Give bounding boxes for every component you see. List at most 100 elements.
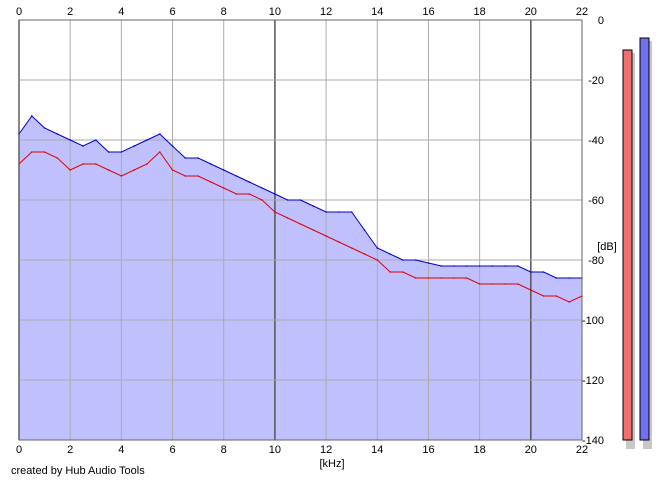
series-point (376, 259, 379, 261)
x-tick-label-bottom: 12 (320, 444, 332, 456)
series-point (517, 265, 519, 267)
spectrum-area (19, 116, 582, 440)
series-point (159, 151, 161, 153)
y-axis-right: 0 -20 -40 -60 -80 -100 -120 -140 (582, 15, 604, 447)
x-tick-label-top: 14 (371, 6, 383, 18)
y-tick-label: -80 (588, 255, 604, 267)
series-point (517, 283, 519, 285)
x-tick-label-top: 6 (169, 6, 175, 18)
x-axis-label: [kHz] (319, 458, 344, 470)
series-point (197, 175, 199, 177)
series-point (56, 133, 59, 135)
series-point (530, 289, 532, 291)
y-tick-label: -100 (582, 315, 604, 327)
x-tick-label-top: 0 (16, 6, 22, 18)
x-tick-label-bottom: 4 (118, 444, 124, 456)
series-point (235, 175, 238, 177)
series-point (414, 277, 417, 279)
series-point (95, 163, 97, 165)
series-point (338, 241, 340, 243)
x-tick-label-top: 12 (320, 6, 332, 18)
series-point (82, 163, 84, 165)
series-point (286, 199, 289, 201)
x-tick-label-bottom: 6 (169, 444, 175, 456)
series-point (222, 169, 225, 171)
series-point (184, 175, 187, 177)
x-tick-label-bottom: 14 (371, 444, 383, 456)
y-tick-label: -140 (582, 435, 604, 447)
series-point (389, 271, 391, 273)
x-axis-top: 0 2 4 6 8 10 12 14 16 18 20 22 (16, 6, 588, 18)
series-point (299, 223, 302, 225)
x-tick-label-bottom: 10 (269, 444, 281, 456)
series-point (350, 247, 353, 249)
series-point (43, 127, 46, 129)
series-point (274, 193, 276, 195)
series-point (402, 271, 404, 273)
series-point (491, 265, 494, 267)
series-point (453, 265, 455, 267)
x-tick-label-bottom: 18 (474, 444, 486, 456)
level-meters (622, 37, 652, 449)
series-point (107, 151, 110, 153)
y-tick-label: -60 (588, 195, 604, 207)
series-point (171, 145, 174, 147)
x-tick-label-bottom: 16 (422, 444, 434, 456)
level-meter-bar (639, 37, 650, 441)
x-tick-label-top: 22 (576, 6, 588, 18)
series-point (504, 283, 507, 285)
series-point (159, 133, 161, 135)
series-point (286, 217, 289, 219)
series-point (248, 181, 251, 183)
series-point (312, 229, 315, 231)
x-tick-label-bottom: 8 (221, 444, 227, 456)
x-tick-label-bottom: 22 (576, 444, 588, 456)
y-tick-label: -120 (582, 375, 604, 387)
series-point (120, 175, 123, 177)
series-point (504, 265, 507, 267)
series-point (120, 151, 123, 153)
series-point (248, 193, 251, 195)
series-point (31, 115, 33, 117)
series-point (491, 283, 494, 285)
x-tick-label-bottom: 20 (525, 444, 537, 456)
series-lines (18, 115, 583, 303)
x-tick-label-bottom: 2 (67, 444, 73, 456)
series-point (107, 169, 110, 171)
series-point (363, 229, 366, 231)
series-point (542, 271, 545, 273)
series-point (210, 181, 212, 183)
series-point (299, 199, 302, 201)
series-point (466, 277, 468, 279)
series-point (542, 295, 545, 297)
series-point (133, 145, 135, 147)
series-point (95, 139, 97, 141)
series-point (146, 139, 148, 141)
series-point (171, 169, 174, 171)
x-axis-bottom: 0 2 4 6 8 10 12 14 16 18 20 22 (16, 444, 588, 456)
x-tick-label-bottom: 0 (16, 444, 22, 456)
x-tick-label-top: 2 (67, 6, 73, 18)
series-point (440, 277, 443, 279)
series-point (555, 277, 558, 279)
series-point (31, 151, 33, 153)
series-point (427, 262, 430, 264)
series-point (427, 277, 430, 279)
series-point (146, 163, 148, 165)
y-tick-label: -40 (588, 135, 604, 147)
series-point (261, 187, 263, 189)
y-tick-label: 0 (598, 15, 604, 27)
series-point (312, 205, 315, 207)
x-tick-label-top: 16 (422, 6, 434, 18)
series-point (274, 211, 276, 213)
plot-frame (18, 19, 583, 441)
y-axis-label: [dB] (597, 241, 617, 253)
series-point (568, 301, 570, 303)
series-point (530, 271, 532, 273)
series-point (69, 139, 71, 141)
series-point (376, 247, 379, 249)
series-point (363, 253, 366, 255)
series-point (261, 199, 263, 201)
series-point (466, 265, 468, 267)
